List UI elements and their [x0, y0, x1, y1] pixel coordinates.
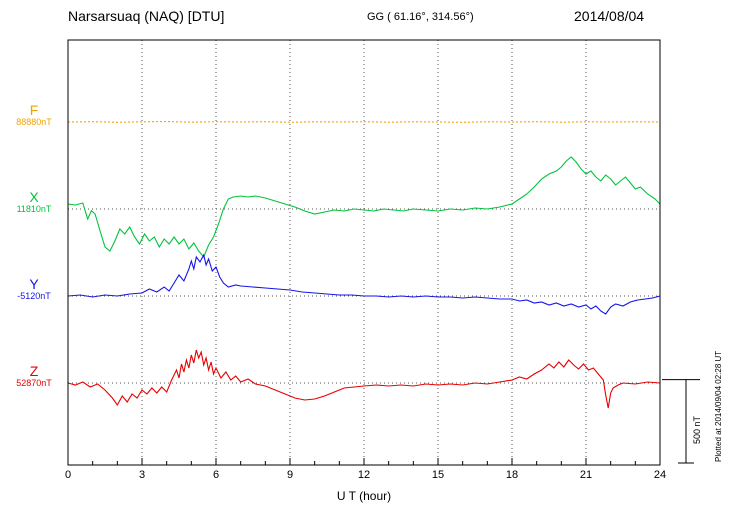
x-tick-label: 12 [357, 469, 371, 481]
x-axis-label: U T (hour) [336, 489, 392, 503]
series-label-Z: Z 52870nT [4, 364, 64, 389]
x-tick-label: 15 [431, 469, 445, 481]
trace-F [67, 120, 661, 123]
series-letter-Y: Y [29, 276, 39, 292]
series-letter-F: F [29, 102, 39, 118]
series-baseline-F: 88880nT [16, 117, 52, 127]
series-label-X: X 11810nT [4, 190, 64, 215]
series-label-Y: Y -5120nT [4, 277, 64, 302]
x-tick-label: 6 [212, 469, 220, 481]
x-tick-label: 9 [286, 469, 294, 481]
scale-bar-label: 500 nT [692, 415, 702, 444]
geo-coordinates: GG ( 61.16°, 314.56°) [367, 11, 474, 23]
series-letter-Z: Z [29, 363, 39, 379]
trace-Y [67, 253, 661, 315]
station-title: Narsarsuaq (NAQ) [DTU] [68, 8, 225, 24]
x-tick-label: 21 [579, 469, 593, 481]
x-tick-label: 18 [505, 469, 519, 481]
trace-X [67, 156, 661, 259]
series-baseline-Z: 52870nT [16, 378, 52, 388]
series-label-F: F 88880nT [4, 103, 64, 128]
trace-Z [67, 349, 661, 409]
x-tick-label: 3 [138, 469, 146, 481]
plotted-at-note: Plotted at 2014/09/04 02:28 UT [714, 350, 723, 462]
x-tick-label: 0 [64, 469, 72, 481]
x-tick-label: 24 [653, 469, 667, 481]
series-baseline-X: 11810nT [16, 204, 52, 214]
plot-date: 2014/08/04 [574, 8, 645, 24]
series-letter-X: X [29, 189, 39, 205]
series-baseline-Y: -5120nT [17, 291, 51, 301]
